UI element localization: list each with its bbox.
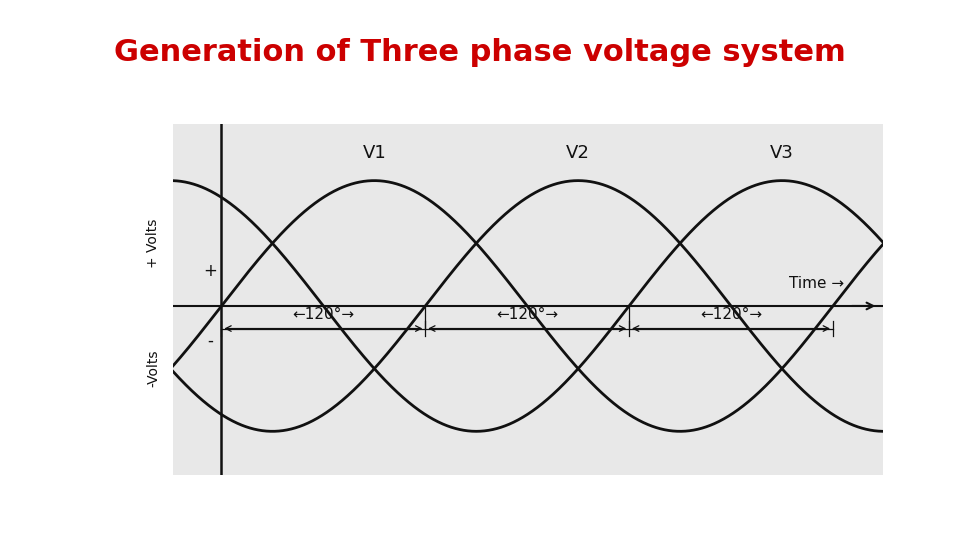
Text: ←120°→: ←120°→ xyxy=(292,307,354,322)
Text: V2: V2 xyxy=(566,144,590,162)
Text: ←120°→: ←120°→ xyxy=(700,307,762,322)
Text: Generation of Three phase voltage system: Generation of Three phase voltage system xyxy=(114,38,846,67)
Text: -: - xyxy=(206,332,213,350)
Text: V3: V3 xyxy=(770,144,794,162)
Text: ←120°→: ←120°→ xyxy=(496,307,559,322)
Text: Time →: Time → xyxy=(789,276,844,291)
Text: +: + xyxy=(203,262,217,280)
Text: -Volts: -Volts xyxy=(146,350,160,387)
Text: V1: V1 xyxy=(363,144,386,162)
Text: + Volts: + Volts xyxy=(146,219,160,268)
